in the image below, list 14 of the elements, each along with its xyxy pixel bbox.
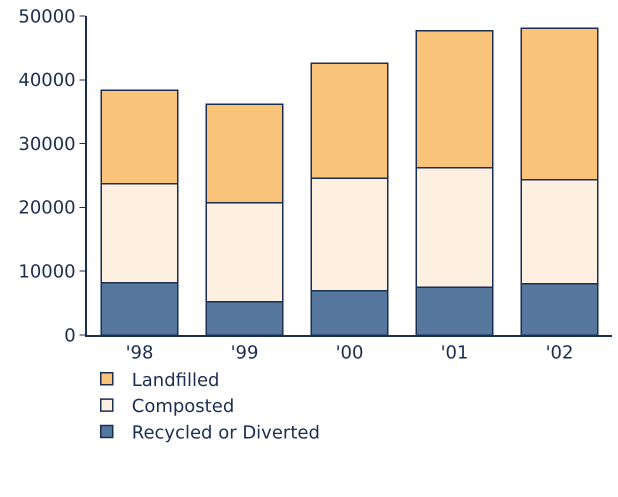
x-tick-label: '99: [230, 342, 258, 364]
y-tick-label: 30000: [18, 134, 76, 155]
legend-label: Composted: [132, 396, 234, 418]
x-tick-label: '02: [546, 342, 574, 364]
legend-label: Recycled or Diverted: [132, 422, 320, 444]
y-tick-label: 20000: [18, 198, 76, 219]
x-tick-label: '01: [440, 342, 468, 364]
x-tick-label: '98: [126, 342, 154, 364]
y-tick-label: 40000: [18, 70, 76, 92]
x-tick-label: '00: [336, 342, 364, 364]
y-tick-label: 0: [64, 325, 76, 346]
y-tick-label: 10000: [18, 262, 76, 282]
legend-label: Landfilled: [132, 370, 220, 391]
y-tick-label: 50000: [18, 6, 76, 28]
